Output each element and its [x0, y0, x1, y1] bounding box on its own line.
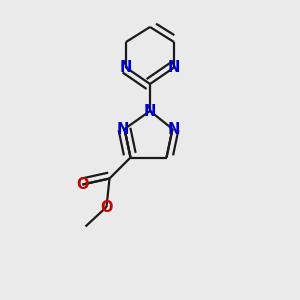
Text: O: O [100, 200, 113, 214]
Text: O: O [76, 177, 89, 192]
Text: N: N [144, 103, 156, 118]
Text: N: N [120, 60, 132, 75]
Text: N: N [168, 122, 180, 136]
Text: N: N [168, 60, 180, 75]
Text: N: N [117, 122, 129, 136]
